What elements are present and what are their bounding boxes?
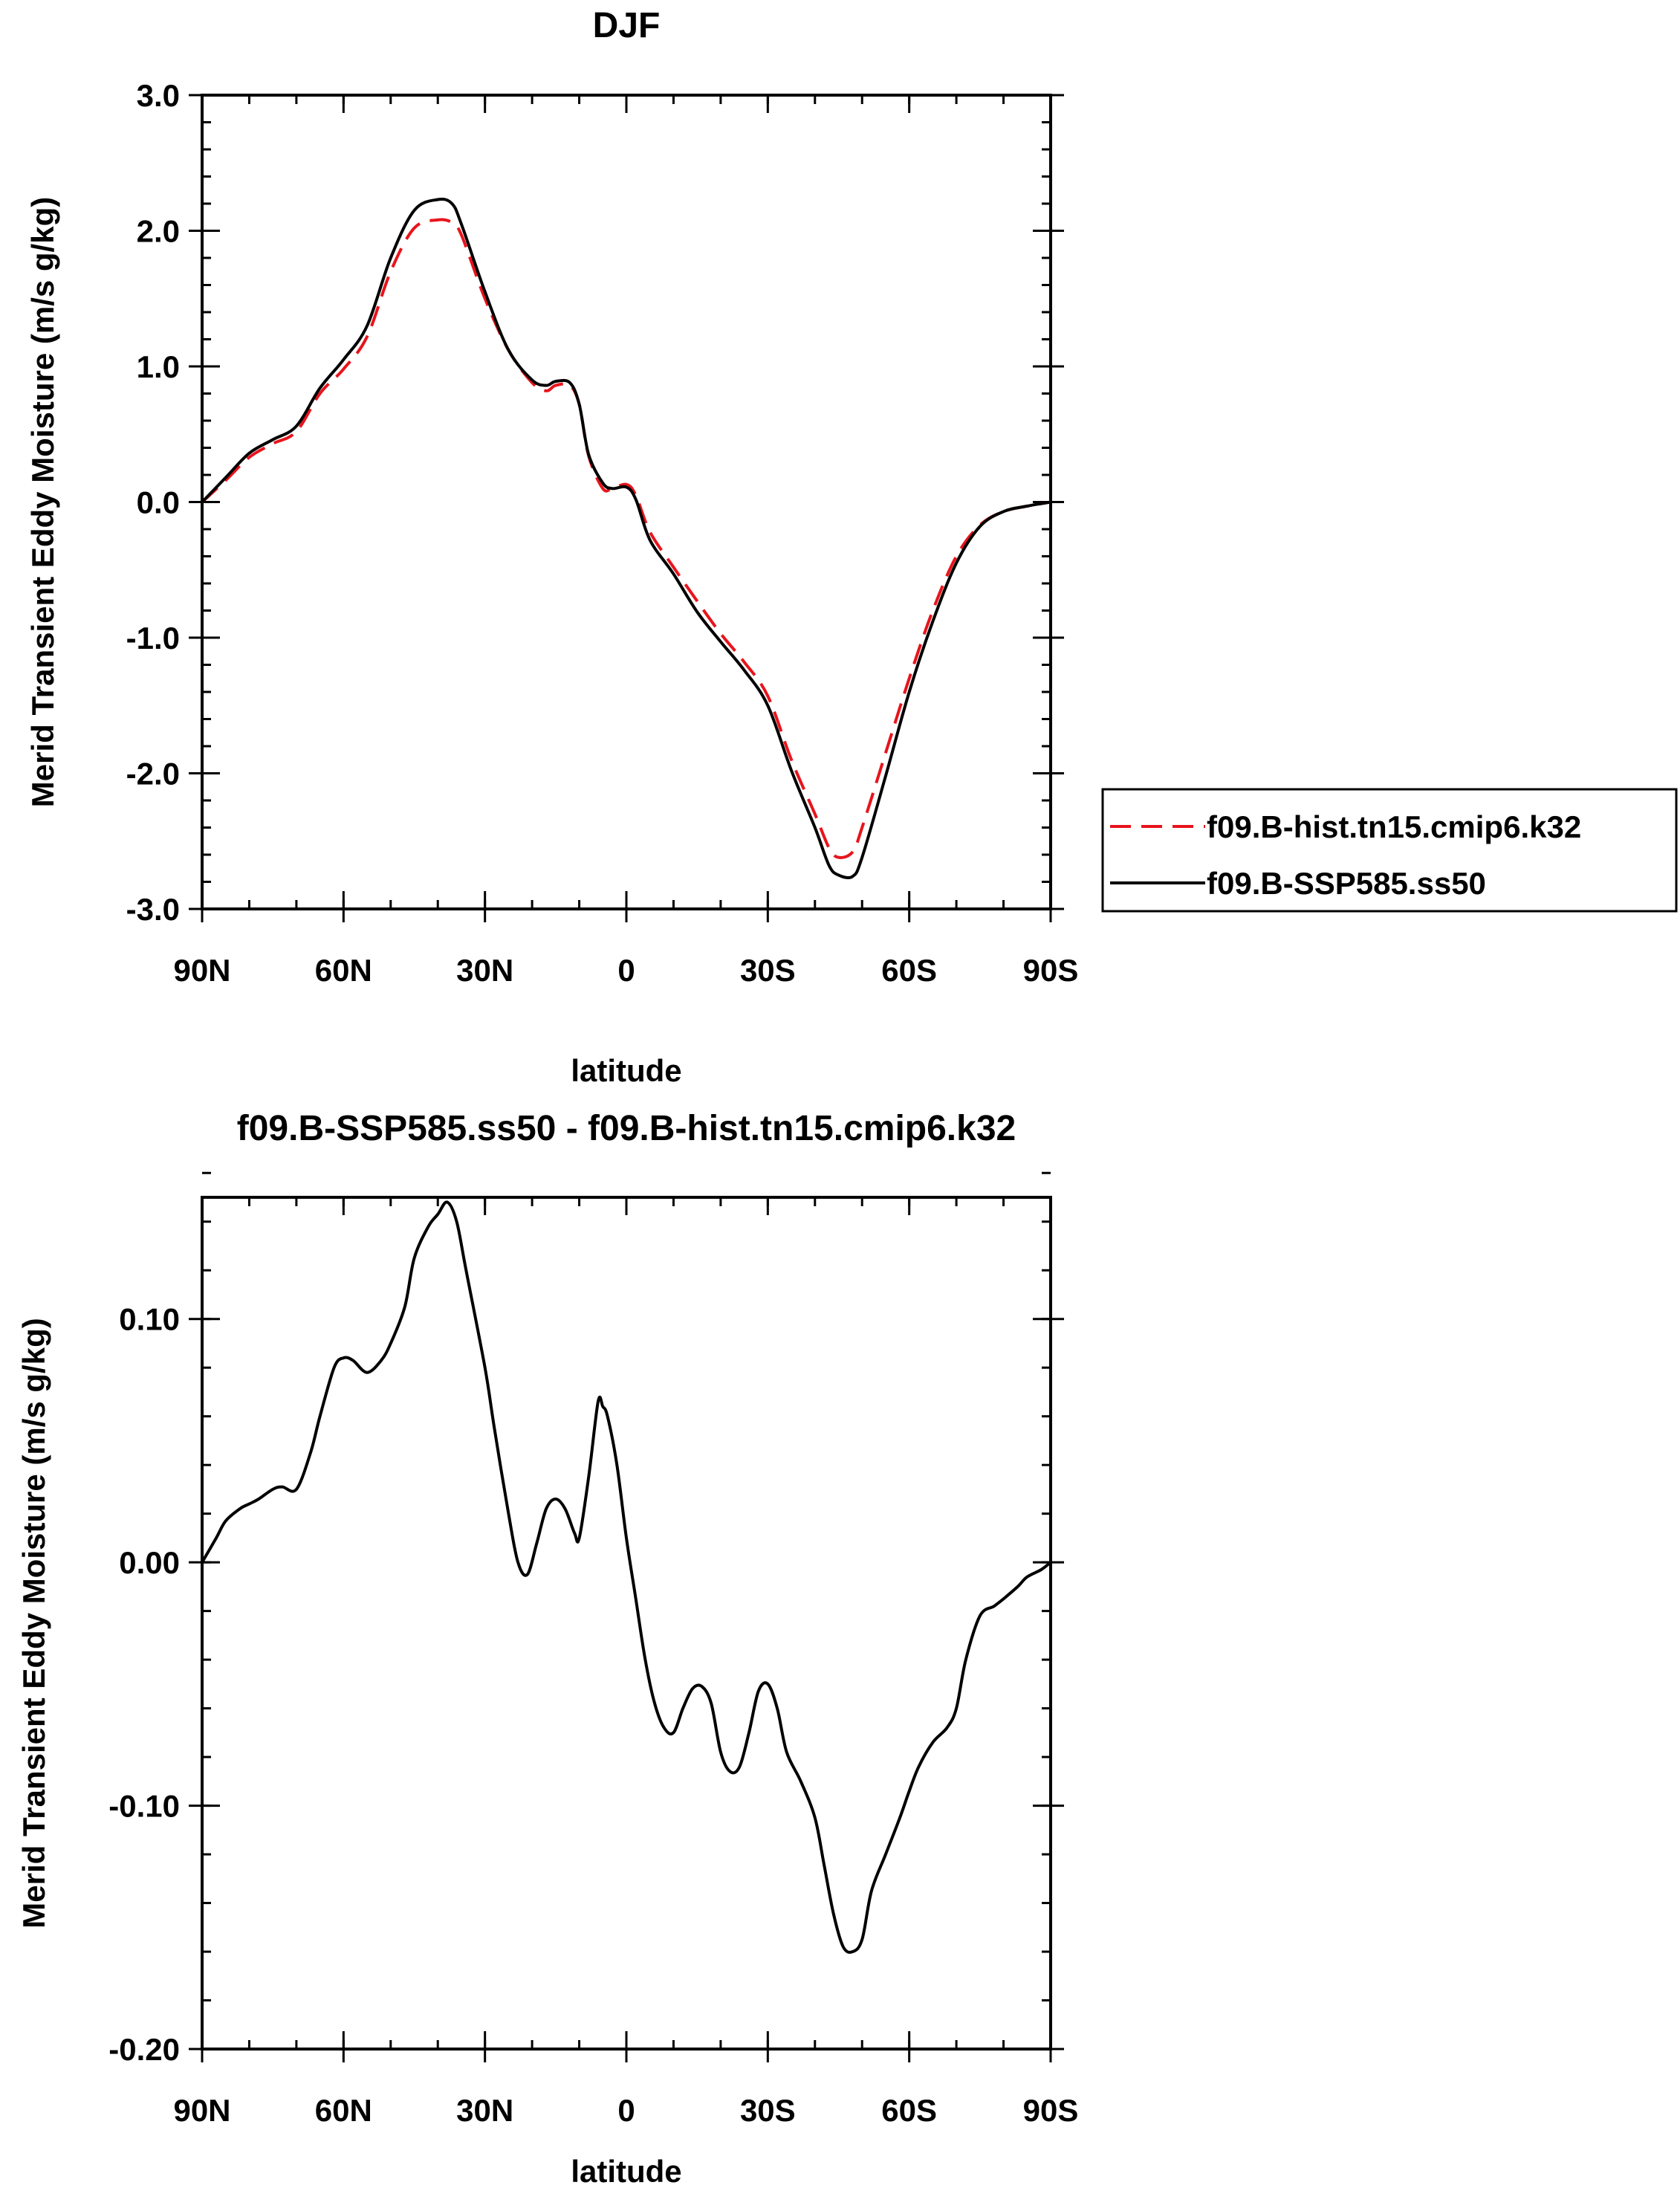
x-tick-labels: 90N 60N 30N 0 30S 60S 90S [173, 2093, 1078, 2128]
series-line-1 [201, 197, 1051, 880]
y-axis-label: Merid Transient Eddy Moisture (m/s g/kg) [16, 1318, 51, 1928]
y-tick-label: 0.0 [137, 485, 180, 520]
legend-entry-hist: f09.B-hist.tn15.cmip6.k32 [1207, 809, 1581, 844]
y-tick-label: -0.10 [108, 1789, 180, 1824]
x-tick-label: 30N [456, 2093, 513, 2128]
x-tick-label: 90N [173, 953, 230, 988]
bottom-panel: f09.B-SSP585.ss50 - f09.B-hist.tn15.cmip… [16, 1109, 1078, 2188]
plot-frame [201, 94, 1052, 910]
series-lines [201, 1200, 1052, 1954]
y-tick-label: 0.10 [119, 1302, 180, 1337]
x-axis-label: latitude [571, 2154, 681, 2188]
plot-frame [201, 1196, 1052, 2051]
x-tick-labels: 90N 60N 30N 0 30S 60S 90S [173, 953, 1078, 988]
series-lines [201, 197, 1051, 880]
y-tick-label: 2.0 [137, 214, 180, 249]
legend-entry-ssp585: f09.B-SSP585.ss50 [1207, 866, 1486, 901]
chart-title: DJF [593, 6, 661, 45]
x-tick-label: 0 [617, 953, 635, 988]
y-tick-label: -3.0 [126, 892, 180, 927]
y-tick-labels: 0.10 0.00 -0.10 -0.20 [108, 1302, 180, 2067]
legend: f09.B-hist.tn15.cmip6.k32 f09.B-SSP585.s… [1101, 788, 1678, 913]
x-tick-label: 60S [881, 953, 937, 988]
x-tick-label: 90S [1023, 2093, 1079, 2128]
x-tick-label: 90N [173, 2093, 230, 2128]
chart-title: f09.B-SSP585.ss50 - f09.B-hist.tn15.cmip… [237, 1109, 1016, 1148]
y-tick-label: 0.00 [119, 1545, 180, 1580]
y-tick-label: -0.20 [108, 2032, 180, 2067]
x-tick-label: 30S [740, 953, 796, 988]
y-axis-label: Merid Transient Eddy Moisture (m/s g/kg) [25, 197, 60, 807]
top-panel: DJF 90N 60N 30N 0 30S 60S 90S 3.0 2.0 1.0 0.0 -1.0… [25, 6, 1678, 1088]
y-tick-label: 3.0 [137, 78, 180, 113]
tick-marks [189, 94, 1064, 922]
series-line-0 [201, 1200, 1052, 1954]
x-axis-label: latitude [571, 1053, 681, 1088]
y-tick-label: 1.0 [137, 349, 180, 384]
x-tick-label: 60S [881, 2093, 937, 2128]
y-tick-label: -2.0 [126, 757, 180, 792]
x-tick-label: 30N [456, 953, 513, 988]
y-tick-labels: 3.0 2.0 1.0 0.0 -1.0 -2.0 -3.0 [126, 78, 180, 927]
tick-marks [189, 1171, 1064, 2062]
legend-box [1101, 788, 1678, 913]
series-line-0 [201, 218, 1051, 859]
x-tick-label: 90S [1023, 953, 1079, 988]
y-tick-label: -1.0 [126, 621, 180, 656]
x-tick-label: 60N [315, 953, 372, 988]
x-tick-label: 60N [315, 2093, 372, 2128]
x-tick-label: 0 [617, 2093, 635, 2128]
x-tick-label: 30S [740, 2093, 796, 2128]
